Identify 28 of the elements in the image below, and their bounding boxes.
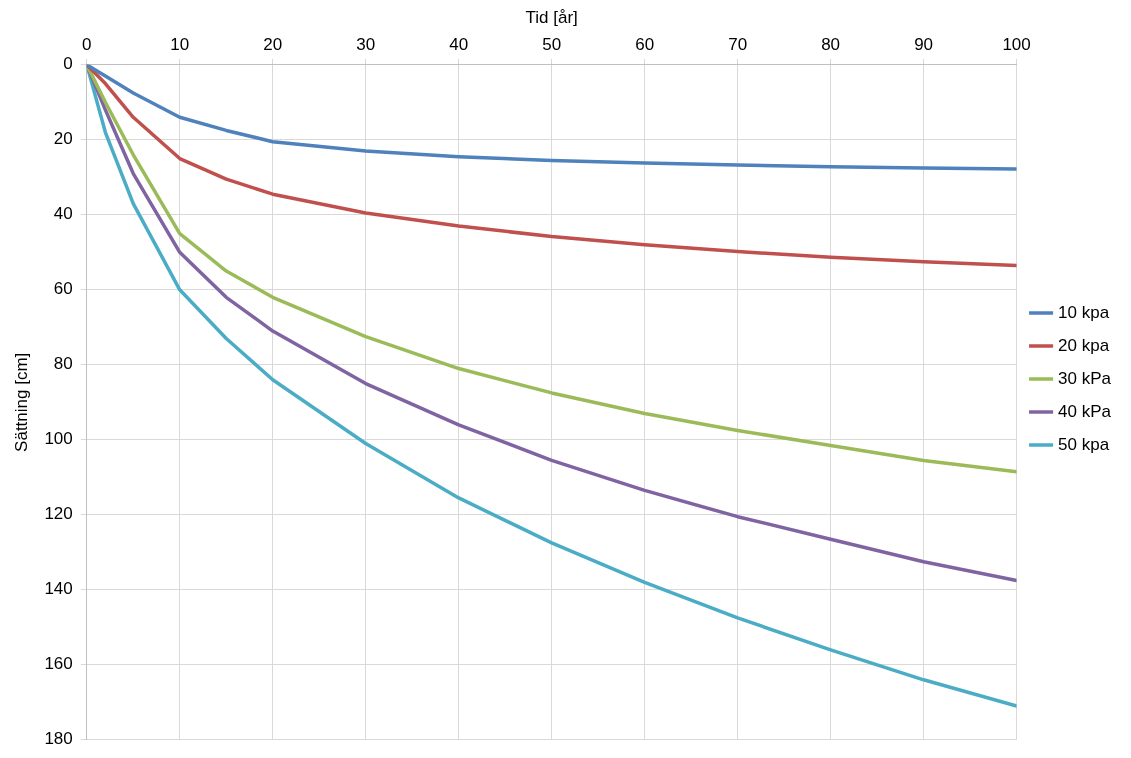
y-tick-label: 80 [53,354,73,374]
x-tick-label: 80 [821,35,841,55]
x-tick-label: 0 [82,35,92,55]
y-tick-label: 120 [44,504,73,524]
y-tick-label: 160 [44,654,73,674]
legend-label: 20 kpa [1058,335,1110,355]
y-tick-label: 60 [53,279,73,299]
y-tick-label: 40 [53,204,73,224]
x-tick-label: 30 [356,35,376,55]
x-tick-label: 20 [263,35,283,55]
y-tick-label: 180 [44,729,73,749]
y-tick-label: 140 [44,579,73,599]
x-axis-title: Tid [år] [525,7,578,27]
legend-label: 10 kpa [1058,302,1110,322]
x-tick-label: 10 [170,35,190,55]
x-tick-label: 90 [914,35,934,55]
x-tick-label: 40 [449,35,469,55]
x-tick-label: 70 [728,35,748,55]
legend-label: 40 kPa [1058,401,1112,421]
x-tick-label: 60 [635,35,655,55]
x-tick-label: 50 [542,35,562,55]
y-tick-label: 20 [53,129,73,149]
y-tick-label: 0 [63,54,73,74]
y-tick-label: 100 [44,429,73,449]
x-tick-label: 100 [1002,35,1031,55]
legend-label: 50 kpa [1058,434,1110,454]
y-axis-title: Sättning [cm] [11,352,31,452]
legend-label: 30 kPa [1058,368,1112,388]
